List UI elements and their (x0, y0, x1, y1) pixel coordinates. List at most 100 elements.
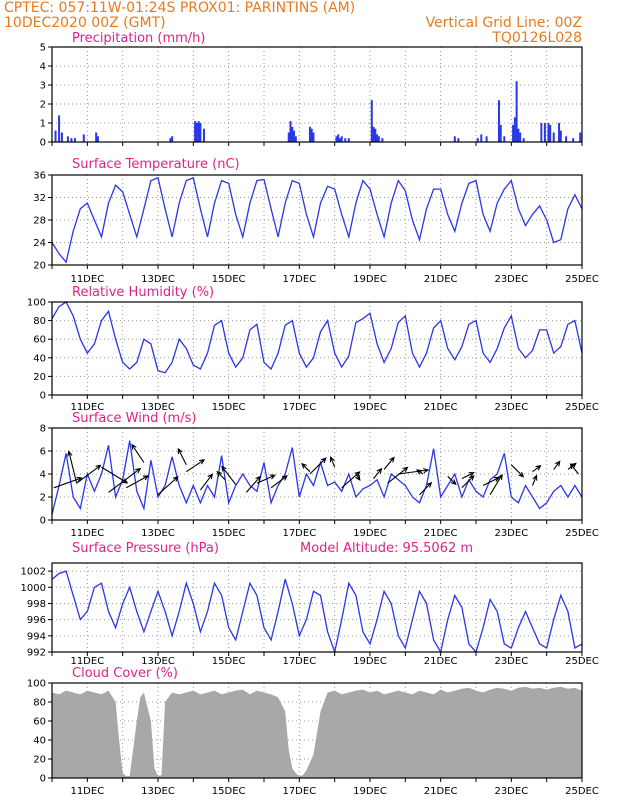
precip-bar (202, 128, 205, 142)
wind-arrow (125, 475, 150, 489)
x-tick-label: 13DEC (141, 528, 175, 539)
x-tick-label: 15DEC (212, 786, 246, 797)
x-tick-label: 17DEC (282, 528, 316, 539)
wind-arrow (329, 456, 336, 468)
precip-bar (522, 138, 525, 142)
wind-arrow (355, 473, 361, 481)
x-tick-label: 21DEC (424, 786, 458, 797)
precip-bar (515, 81, 518, 142)
panel-6 (48, 682, 583, 782)
y-tick-label: 20 (33, 261, 46, 272)
precip-bar (519, 132, 522, 142)
precip-bar (293, 130, 296, 142)
x-tick-label: 25DEC (565, 656, 599, 667)
wind-arrow (221, 465, 237, 485)
header: CPTEC: 057:11W-01:24S PROX01: PARINTINS … (0, 0, 618, 46)
precip-bar (194, 121, 197, 142)
panel-1 (48, 46, 583, 146)
precip-bar (476, 138, 479, 142)
wind-arrow (199, 473, 214, 491)
wind-arrow (76, 464, 102, 484)
x-tick-label: 13DEC (141, 274, 175, 285)
y-tick-label: 60 (33, 717, 46, 728)
x-tick-label: 21DEC (424, 656, 458, 667)
wind-arrow (131, 443, 145, 463)
y-tick-label: 992 (27, 648, 46, 659)
y-tick-label: 20 (33, 755, 46, 766)
precip-bar (340, 136, 343, 142)
wind-arrow (531, 474, 538, 486)
panel-5 (48, 562, 583, 656)
x-tick-label: 17DEC (282, 402, 316, 413)
wind-arrow (67, 450, 78, 484)
precip-bar (374, 128, 377, 142)
precip-bar (453, 136, 456, 142)
y-tick-label: 4 (40, 470, 46, 481)
wind-arrow (256, 474, 276, 484)
model-altitude: Model Altitude: 95.5062 m (300, 541, 473, 556)
panel-4 (48, 427, 583, 524)
wind-arrow (532, 465, 542, 473)
x-tick-label: 11DEC (70, 274, 104, 285)
x-tick-label: 21DEC (424, 528, 458, 539)
y-tick-label: 994 (27, 631, 46, 642)
run-date: 10DEC2020 00Z (GMT) (4, 15, 166, 31)
x-tick-label: 23DEC (494, 656, 528, 667)
y-tick-label: 4 (40, 62, 46, 73)
y-tick-label: 0 (40, 391, 46, 402)
x-tick-label: 11DEC (70, 786, 104, 797)
precip-bar (457, 138, 460, 142)
precip-bar (517, 128, 520, 142)
cloud-cover-area (52, 686, 582, 778)
x-tick-label: 15DEC (212, 274, 246, 285)
precip-bar (73, 138, 76, 142)
wind-arrow (489, 473, 503, 495)
precip-bar (480, 134, 483, 142)
precip-bar (66, 136, 69, 142)
precip-bar (70, 138, 73, 142)
wind-arrow (553, 460, 561, 470)
wind-arrow (482, 477, 501, 486)
precip-bar (344, 138, 347, 142)
wind-arrow (398, 467, 430, 475)
precip-bar (552, 132, 555, 142)
wind-arrow (461, 474, 475, 489)
y-tick-label: 0 (40, 774, 46, 785)
x-tick-label: 15DEC (212, 402, 246, 413)
x-tick-label: 23DEC (494, 786, 528, 797)
x-tick-label: 19DEC (353, 402, 387, 413)
model-code: TQ0126L028 (492, 30, 582, 46)
y-tick-label: 1002 (21, 567, 46, 578)
precip-bar (547, 123, 550, 142)
wind-arrow (185, 459, 206, 473)
precip-bar (485, 136, 488, 142)
y-tick-label: 32 (33, 193, 46, 204)
y-tick-label: 2 (40, 493, 46, 504)
panel-title: Surface Pressure (hPa) (72, 541, 219, 556)
y-tick-label: 24 (33, 238, 46, 249)
wind-arrow (157, 476, 179, 496)
precip-bar (310, 128, 313, 142)
wind-arrow (373, 467, 383, 479)
grid-note: Vertical Grid Line: 00Z (425, 15, 582, 31)
panel-2 (48, 174, 583, 269)
precip-bar (199, 123, 202, 142)
precip-bar (381, 138, 384, 142)
y-tick-label: 2 (40, 100, 46, 111)
precip-bar (579, 132, 582, 142)
precip-bar (58, 115, 61, 142)
precip-bar (338, 138, 341, 142)
panel-title: Relative Humidity (%) (72, 285, 214, 300)
wind-arrow (461, 472, 475, 480)
panel-title: Surface Wind (m/s) (72, 411, 196, 426)
panel-3 (48, 301, 583, 399)
plot-frame (51, 562, 583, 653)
precip-bar (540, 123, 543, 142)
wind-arrow (177, 447, 187, 466)
y-tick-label: 40 (33, 736, 46, 747)
precip-bar (499, 124, 502, 142)
precip-bar (503, 136, 506, 142)
precip-bar (549, 124, 552, 142)
x-tick-label: 11DEC (70, 402, 104, 413)
wind-arrow (447, 475, 457, 486)
